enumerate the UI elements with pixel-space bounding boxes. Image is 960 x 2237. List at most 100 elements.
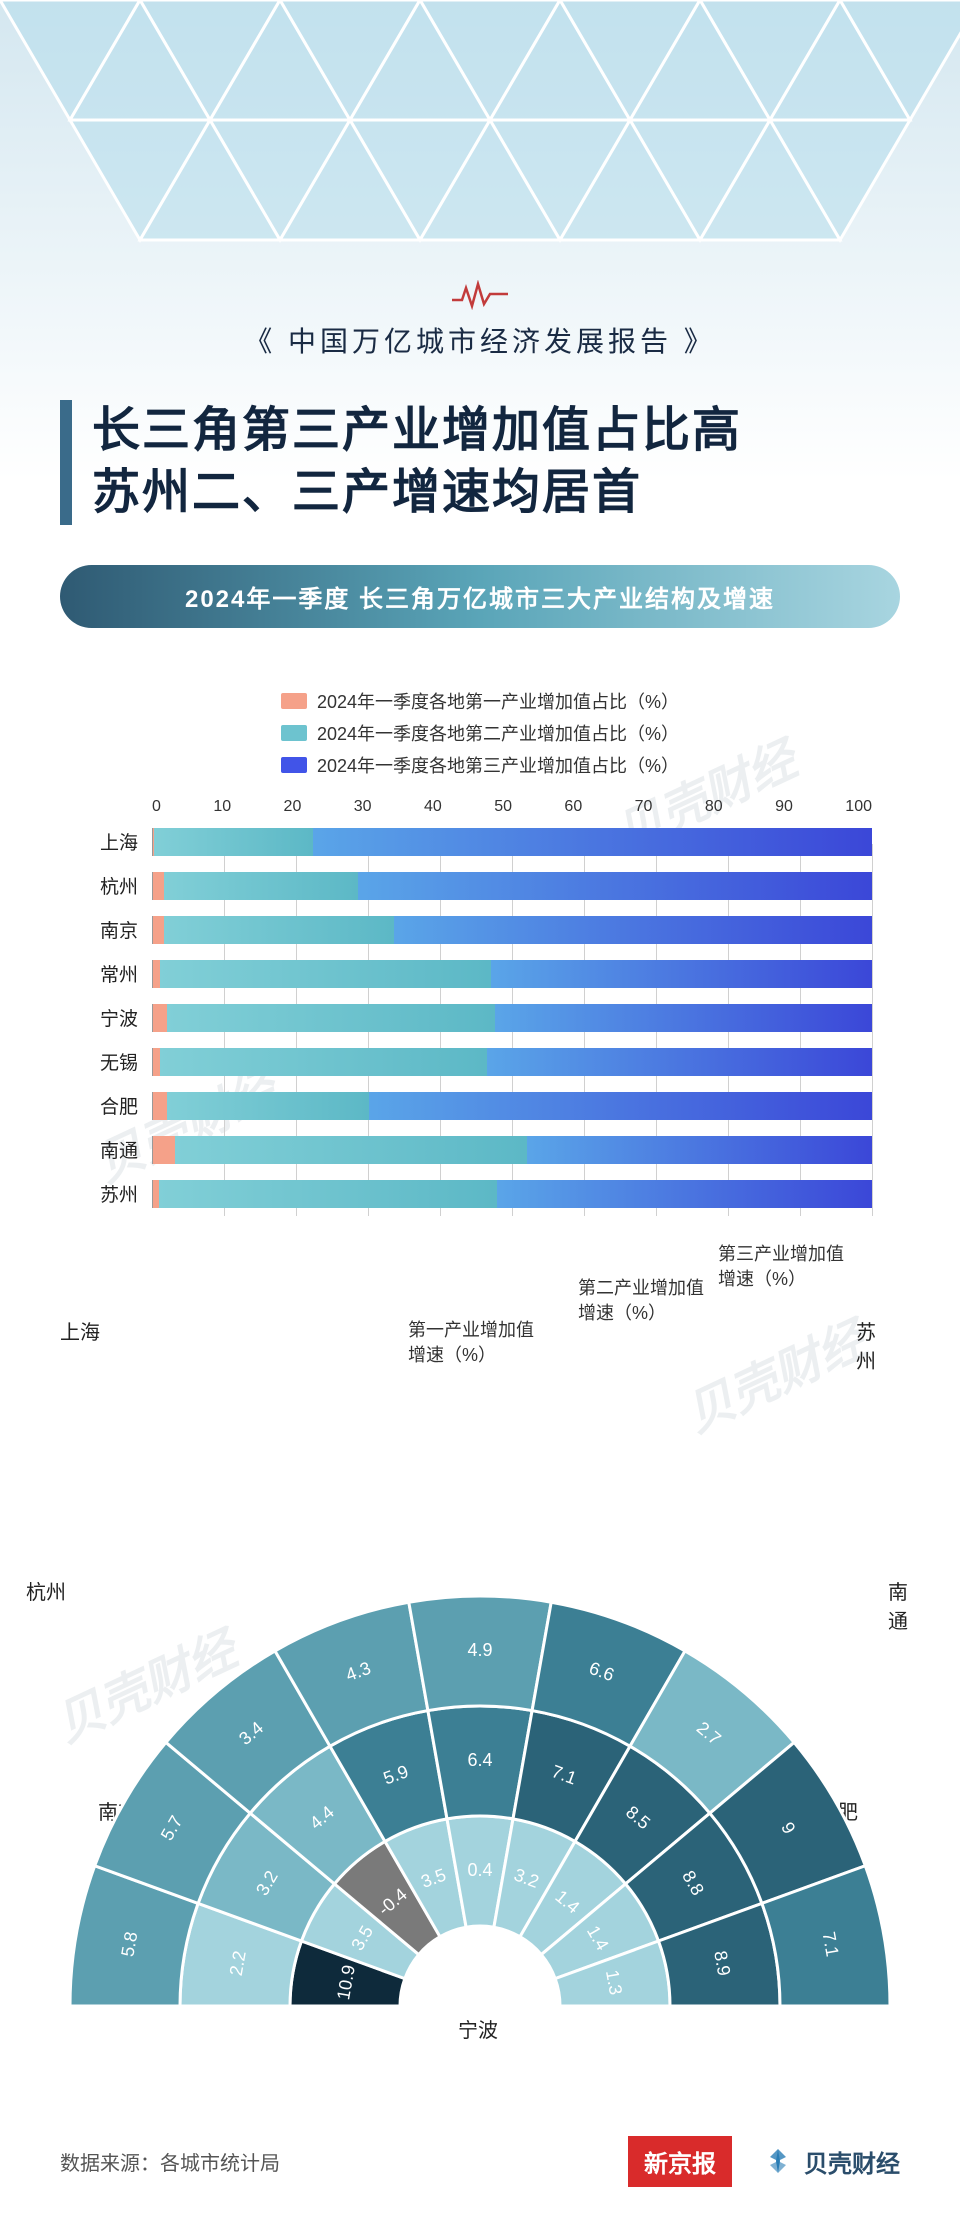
sunburst-svg: 10.92.25.83.53.25.7-0.44.43.43.55.94.30.… [60, 1256, 900, 2026]
x-tick: 0 [152, 798, 161, 816]
bar-track [152, 916, 872, 944]
x-tick: 100 [845, 798, 872, 816]
bar-segment-tertiary [369, 1092, 872, 1120]
bar-city-label: 苏州 [88, 1180, 152, 1207]
bar-city-label: 宁波 [88, 1004, 152, 1031]
legend: 2024年一季度各地第一产业增加值占比（%） 2024年一季度各地第二产业增加值占… [281, 688, 679, 778]
heartbeat-icon [450, 280, 510, 310]
footer: 数据来源：各城市统计局 新京报 贝壳财经 [0, 2106, 960, 2237]
bar-track [152, 1180, 872, 1208]
bar-city-label: 杭州 [88, 872, 152, 899]
bar-track [152, 828, 872, 856]
logo-beikecaijing-text: 贝壳财经 [804, 2144, 900, 2179]
bar-row: 苏州 [88, 1172, 872, 1216]
bar-segment-tertiary [487, 1048, 872, 1076]
stacked-bar-chart: 0 10 20 30 40 50 60 70 80 90 100 上海杭州南京常州宁波无锡合肥南通苏… [88, 798, 872, 1216]
sunburst-chart: 第一产业增加值增速（%）第二产业增加值增速（%）第三产业增加值增速（%）上海杭州… [88, 1266, 872, 2036]
bar-segment-secondary [164, 872, 358, 900]
bar-row: 杭州 [88, 864, 872, 908]
bar-segment-primary [153, 1048, 160, 1076]
x-tick: 30 [354, 798, 372, 816]
bar-segment-tertiary [495, 1004, 872, 1032]
bar-segment-secondary [160, 960, 491, 988]
legend-label: 2024年一季度各地第一产业增加值占比（%） [317, 688, 679, 714]
x-tick: 70 [635, 798, 653, 816]
bar-segment-secondary [160, 1048, 487, 1076]
shell-icon [762, 2145, 794, 2177]
bar-track [152, 1048, 872, 1076]
sunburst-value: 0.4 [467, 1860, 492, 1880]
legend-swatch [281, 693, 307, 709]
bar-row: 南通 [88, 1128, 872, 1172]
bar-track [152, 1004, 872, 1032]
main-title-line2: 苏州二、三产增速均居首 [92, 462, 900, 524]
report-title: 《 中国万亿城市经济发展报告 》 [0, 320, 960, 360]
bar-segment-primary [153, 960, 160, 988]
bar-city-label: 无锡 [88, 1048, 152, 1075]
main-title: 长三角第三产业增加值占比高 苏州二、三产增速均居首 [60, 400, 900, 525]
bar-track [152, 1092, 872, 1120]
x-tick: 60 [564, 798, 582, 816]
data-source: 数据来源：各城市统计局 [60, 2147, 628, 2176]
page: 《 中国万亿城市经济发展报告 》 长三角第三产业增加值占比高 苏州二、三产增速均… [0, 0, 960, 2237]
legend-swatch [281, 757, 307, 773]
bar-segment-secondary [167, 1092, 368, 1120]
bar-city-label: 上海 [88, 828, 152, 855]
bar-segment-tertiary [358, 872, 872, 900]
bar-segment-secondary [159, 1180, 497, 1208]
bar-row: 上海 [88, 820, 872, 864]
bar-row: 无锡 [88, 1040, 872, 1084]
legend-item: 2024年一季度各地第三产业增加值占比（%） [281, 752, 679, 778]
legend-label: 2024年一季度各地第二产业增加值占比（%） [317, 720, 679, 746]
bar-row: 宁波 [88, 996, 872, 1040]
bar-segment-primary [153, 1136, 175, 1164]
sunburst-value: 8.9 [710, 1949, 734, 1977]
sunburst-value: 4.9 [467, 1640, 492, 1660]
bar-segment-secondary [167, 1004, 494, 1032]
bar-city-label: 合肥 [88, 1092, 152, 1119]
x-axis-labels: 0 10 20 30 40 50 60 70 80 90 100 [88, 798, 872, 816]
sunburst-value: 5.8 [117, 1930, 141, 1958]
bar-segment-primary [153, 872, 164, 900]
bar-segment-primary [153, 1004, 167, 1032]
sunburst-value: 2.2 [226, 1949, 250, 1977]
bar-track [152, 1136, 872, 1164]
bar-segment-tertiary [313, 828, 872, 856]
bar-segment-primary [153, 916, 164, 944]
x-tick: 90 [775, 798, 793, 816]
bar-city-label: 南京 [88, 916, 152, 943]
bar-segment-secondary [154, 828, 312, 856]
bar-row: 南京 [88, 908, 872, 952]
bar-city-label: 南通 [88, 1136, 152, 1163]
x-tick: 10 [213, 798, 231, 816]
bar-segment-tertiary [527, 1136, 872, 1164]
bar-city-label: 常州 [88, 960, 152, 987]
x-tick: 80 [705, 798, 723, 816]
main-title-line1: 长三角第三产业增加值占比高 [92, 400, 900, 462]
legend-label: 2024年一季度各地第三产业增加值占比（%） [317, 752, 679, 778]
legend-item: 2024年一季度各地第二产业增加值占比（%） [281, 720, 679, 746]
bar-segment-secondary [175, 1136, 527, 1164]
bar-segment-tertiary [497, 1180, 872, 1208]
subtitle-pill: 2024年一季度 长三角万亿城市三大产业结构及增速 [60, 565, 900, 628]
x-tick: 50 [494, 798, 512, 816]
legend-item: 2024年一季度各地第一产业增加值占比（%） [281, 688, 679, 714]
x-tick: 40 [424, 798, 442, 816]
x-tick: 20 [284, 798, 302, 816]
logo-xinjingbao: 新京报 [628, 2136, 732, 2187]
bar-row: 合肥 [88, 1084, 872, 1128]
logo-beikecaijing: 贝壳财经 [762, 2144, 900, 2179]
sunburst-value: 7.1 [819, 1930, 843, 1958]
sunburst-value: 1.3 [602, 1968, 626, 1996]
bar-row: 常州 [88, 952, 872, 996]
legend-swatch [281, 725, 307, 741]
bar-track [152, 872, 872, 900]
bar-rows: 上海杭州南京常州宁波无锡合肥南通苏州 [88, 820, 872, 1216]
bar-track [152, 960, 872, 988]
chart-panel: 贝壳财经 贝壳财经 贝壳财经 贝壳财经 贝壳财经 2024年一季度各地第一产业增… [48, 658, 912, 2076]
sunburst-value: 6.4 [467, 1750, 492, 1770]
bar-segment-secondary [164, 916, 394, 944]
bar-segment-primary [153, 1092, 167, 1120]
header: 《 中国万亿城市经济发展报告 》 [0, 0, 960, 370]
bar-segment-tertiary [394, 916, 872, 944]
